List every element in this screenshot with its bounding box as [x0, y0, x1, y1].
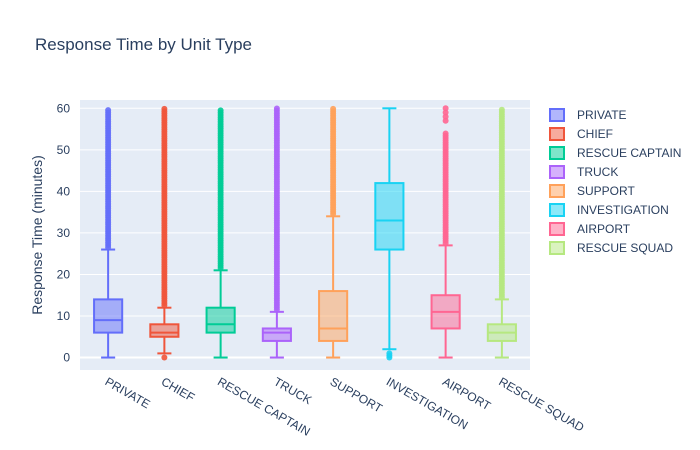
y-tick-label: 10 [57, 309, 71, 323]
legend-label: INVESTIGATION [577, 203, 669, 217]
legend-swatch [549, 165, 565, 179]
legend-label: TRUCK [577, 165, 618, 179]
outlier-point [273, 105, 280, 112]
legend-item-chief[interactable]: CHIEF [549, 127, 613, 141]
box-truck[interactable] [261, 105, 292, 359]
iqr-box[interactable] [261, 327, 292, 342]
box-airport[interactable] [430, 105, 461, 359]
box-private[interactable] [93, 107, 124, 359]
legend-label: SUPPORT [577, 184, 635, 198]
y-tick-label: 40 [57, 184, 71, 198]
y-tick-label: 50 [57, 143, 71, 157]
legend-item-airport[interactable]: AIRPORT [549, 222, 631, 236]
outlier-point [442, 117, 449, 124]
legend-swatch [549, 127, 565, 141]
legend-item-rescue-captain[interactable]: RESCUE CAPTAIN [549, 146, 681, 160]
y-tick-label: 20 [57, 267, 71, 281]
outlier-point [442, 113, 449, 120]
legend[interactable]: PRIVATE CHIEF RESCUE CAPTAIN TRUCK SUPPORT IN… [549, 108, 681, 255]
outlier-point [442, 109, 449, 116]
box-rescue-squad[interactable] [486, 106, 517, 359]
y-tick-label: 60 [57, 101, 71, 115]
y-tick-label: 0 [63, 351, 70, 365]
legend-swatch [549, 108, 565, 122]
y-tick-label: 30 [57, 226, 71, 240]
legend-item-investigation[interactable]: INVESTIGATION [549, 203, 669, 217]
chart-title: Response Time by Unit Type [35, 35, 252, 54]
outlier-point [386, 350, 393, 357]
box-investigation[interactable] [374, 107, 405, 361]
legend-label: RESCUE SQUAD [577, 241, 673, 255]
legend-label: CHIEF [577, 127, 613, 141]
legend-item-private[interactable]: PRIVATE [549, 108, 627, 122]
legend-item-support[interactable]: SUPPORT [549, 184, 635, 198]
plot-background [80, 100, 530, 370]
box-chief[interactable] [149, 105, 180, 361]
legend-label: AIRPORT [577, 222, 631, 236]
iqr-box[interactable] [205, 306, 236, 334]
outlier-point [498, 106, 505, 113]
legend-item-truck[interactable]: TRUCK [549, 165, 618, 179]
outlier-point [442, 130, 449, 137]
iqr-box[interactable] [93, 298, 124, 334]
legend-swatch [549, 146, 565, 160]
legend-swatch [549, 222, 565, 236]
outlier-point [161, 105, 168, 112]
legend-swatch [549, 203, 565, 217]
iqr-box[interactable] [149, 323, 180, 338]
legend-swatch [549, 241, 565, 255]
outlier-point [217, 107, 224, 114]
box-rescue-captain[interactable] [205, 107, 236, 359]
outlier-point [442, 105, 449, 112]
outlier-point [105, 107, 112, 114]
y-axis-title: Response Time (minutes) [29, 155, 45, 315]
box-support[interactable] [318, 105, 349, 359]
legend-item-rescue-squad[interactable]: RESCUE SQUAD [549, 241, 673, 255]
legend-label: RESCUE CAPTAIN [577, 146, 681, 160]
outlier-point [161, 354, 168, 361]
iqr-box[interactable] [318, 290, 349, 342]
legend-label: PRIVATE [577, 108, 627, 122]
outlier-point [330, 105, 337, 112]
legend-swatch [549, 184, 565, 198]
iqr-box[interactable] [374, 182, 405, 251]
